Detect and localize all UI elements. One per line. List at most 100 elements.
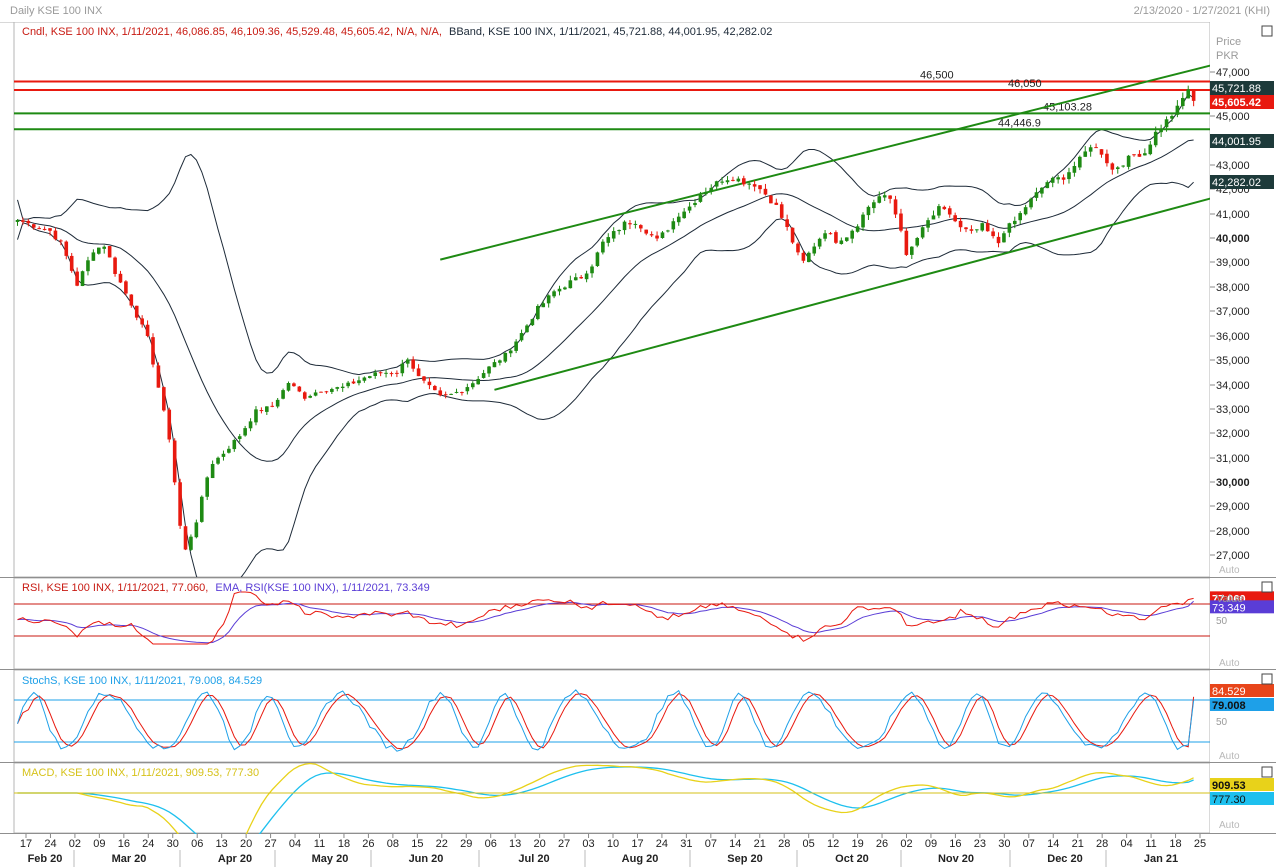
price-auto-label[interactable]: Auto [1219, 565, 1240, 576]
candle-body [899, 213, 903, 231]
stoch-mid-label: 50 [1216, 717, 1228, 728]
candle-body [265, 406, 269, 412]
level-label: 44,446.9 [998, 117, 1041, 129]
candle-body [926, 220, 930, 228]
candle-body [969, 229, 974, 231]
price-axis-label: 40,000 [1216, 233, 1250, 245]
candle-body [216, 457, 220, 464]
candle-body [405, 359, 410, 364]
x-axis-day-label: 06 [191, 838, 203, 850]
rsi-legend: RSI, KSE 100 INX, 1/11/2021, 77.060, EMA… [22, 582, 430, 594]
stoch-k-badge [1210, 698, 1274, 711]
price-layer: 27,000 28,000 29,000 30,000 31,000 32,000 33,0… [14, 64, 1274, 577]
candle-body [275, 399, 280, 407]
candle-body [817, 238, 822, 247]
macd-signal-line [17, 766, 1194, 834]
rsi-legend-ema: EMA, RSI(KSE 100 INX), 1/11/2021, 73.349 [215, 582, 429, 594]
candle-body [866, 206, 871, 216]
rsi-panel-maximize-icon[interactable] [1261, 581, 1273, 593]
window-date-range: 2/13/2020 - 1/27/2021 (KHI) [1133, 5, 1270, 17]
candle-body [904, 230, 909, 255]
candle-body [302, 392, 307, 399]
candle-body [536, 305, 540, 319]
x-axis-month-label: May 20 [312, 853, 349, 865]
candle-body [1061, 177, 1066, 180]
candle-body [693, 202, 697, 206]
candle-body [232, 440, 237, 450]
price-badge [1210, 134, 1274, 148]
candle-body [69, 255, 74, 271]
macd-badge-text: 909.53 [1212, 780, 1246, 792]
candle-body [980, 223, 985, 231]
candle-body [205, 477, 209, 497]
candle-body [910, 246, 914, 255]
x-axis-month-label: Oct 20 [835, 853, 869, 865]
candle-body [1050, 177, 1055, 183]
stoch-auto-label[interactable]: Auto [1219, 751, 1240, 762]
bband-legend: BBand, KSE 100 INX, 1/11/2021, 45,721.88… [449, 26, 772, 38]
candle-body [1170, 116, 1174, 119]
candle-body [75, 271, 79, 286]
candle-body [351, 381, 356, 384]
price-axis-label: 41,000 [1216, 209, 1250, 221]
candle-body [162, 387, 166, 411]
x-axis-day-label: 24 [656, 838, 668, 850]
window-title: Daily KSE 100 INX [10, 5, 103, 17]
candle-body [362, 377, 367, 381]
candle-body [1045, 182, 1050, 189]
candle-body [731, 179, 735, 181]
candle-body [1034, 192, 1039, 198]
x-axis-day-label: 14 [729, 838, 741, 850]
candle-body [259, 410, 264, 412]
x-axis-day-label: 09 [925, 838, 937, 850]
candle-body [183, 526, 188, 550]
x-axis-day-label: 08 [387, 838, 399, 850]
macd-layer: 909.53 777.30 [14, 762, 1274, 834]
stoch-panel-maximize-icon[interactable] [1261, 673, 1273, 685]
price-panel-maximize-icon[interactable] [1261, 25, 1273, 37]
price-axis-label: 29,000 [1216, 501, 1250, 513]
candle-body [129, 294, 134, 306]
candle-body [1181, 97, 1185, 107]
level-label: 46,050 [1008, 78, 1042, 90]
candle-body [411, 359, 415, 369]
candle-body [324, 391, 329, 393]
candle-body [676, 216, 681, 223]
candle-body [21, 220, 25, 222]
candle-body [37, 228, 41, 230]
candle-body [476, 378, 480, 385]
candle-body [454, 391, 459, 393]
candle-body [546, 295, 551, 304]
candle-body [508, 350, 513, 354]
x-axis-day-label: 28 [778, 838, 790, 850]
candle-body [134, 305, 139, 318]
candle-body [996, 236, 1001, 244]
x-axis-day-label: 29 [460, 838, 472, 850]
x-axis-day-label: 25 [1194, 838, 1206, 850]
candle-body [709, 187, 714, 192]
candle-body [861, 214, 865, 228]
rsi-axis-title: Value [1216, 593, 1243, 605]
bb-middle-line [17, 139, 1194, 462]
candle-body [785, 219, 789, 228]
macd-auto-label[interactable]: Auto [1219, 820, 1240, 831]
macd-panel-maximize-icon[interactable] [1261, 766, 1273, 778]
price-badge [1210, 95, 1274, 109]
stoch-k-badge-text: 79.008 [1212, 700, 1246, 712]
candle-body [606, 237, 611, 243]
candle-body [958, 220, 963, 228]
stoch-legend: StochS, KSE 100 INX, 1/11/2021, 79.008, … [22, 675, 262, 687]
price-axis-title: Price [1216, 36, 1241, 48]
macd-signal-badge [1210, 792, 1274, 805]
x-axis-day-label: 03 [582, 838, 594, 850]
candle-body [801, 252, 806, 261]
x-axis-month-label: Jun 20 [409, 853, 444, 865]
candle-body [882, 195, 887, 198]
candle-body [1164, 119, 1169, 128]
candle-body [985, 223, 990, 232]
x-axis-day-label: 13 [216, 838, 228, 850]
x-axis-day-label: 30 [167, 838, 179, 850]
candle-body [313, 392, 318, 396]
rsi-auto-label[interactable]: Auto [1219, 658, 1240, 669]
candle-body [346, 382, 350, 387]
